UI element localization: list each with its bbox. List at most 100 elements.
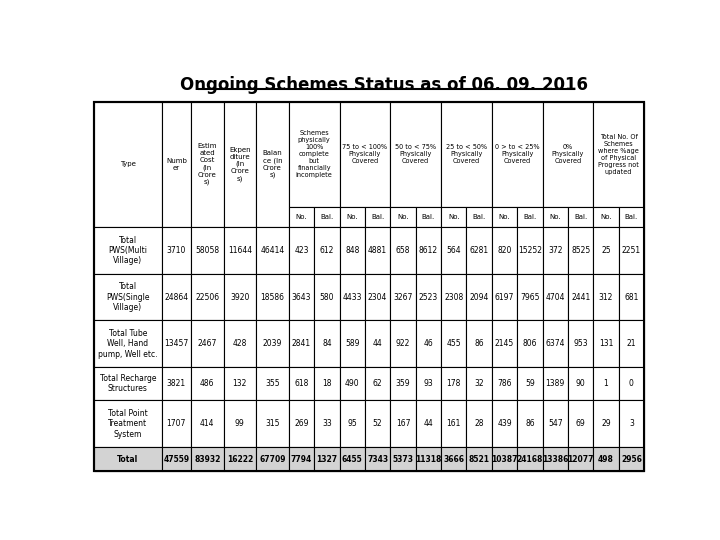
Text: 13457: 13457 xyxy=(164,339,189,348)
Bar xyxy=(543,207,568,227)
Bar xyxy=(162,274,191,320)
Bar xyxy=(162,400,191,447)
Text: 86: 86 xyxy=(525,419,535,428)
Bar xyxy=(191,447,223,471)
Text: 22506: 22506 xyxy=(195,293,220,302)
Bar xyxy=(289,367,314,400)
Bar xyxy=(517,274,543,320)
Bar xyxy=(191,320,223,367)
Bar xyxy=(415,400,441,447)
Bar xyxy=(314,320,340,367)
Text: 2308: 2308 xyxy=(444,293,464,302)
Bar xyxy=(543,102,593,207)
Bar xyxy=(467,367,492,400)
Bar xyxy=(593,400,618,447)
Text: 24168: 24168 xyxy=(517,455,543,464)
Text: 8612: 8612 xyxy=(419,246,438,255)
Text: 16222: 16222 xyxy=(227,455,253,464)
Text: 95: 95 xyxy=(347,419,357,428)
Bar xyxy=(441,367,467,400)
Bar xyxy=(365,320,390,367)
Bar xyxy=(441,274,467,320)
Text: 3821: 3821 xyxy=(167,379,186,388)
Bar xyxy=(543,227,568,274)
Bar xyxy=(543,367,568,400)
Text: 10387: 10387 xyxy=(491,455,518,464)
Text: 6455: 6455 xyxy=(342,455,363,464)
Text: 269: 269 xyxy=(294,419,309,428)
Text: 90: 90 xyxy=(576,379,585,388)
Text: 58058: 58058 xyxy=(195,246,220,255)
Bar xyxy=(256,102,289,227)
Bar xyxy=(467,207,492,227)
Text: 6374: 6374 xyxy=(546,339,565,348)
Bar xyxy=(593,447,618,471)
Text: 67709: 67709 xyxy=(259,455,286,464)
Text: 372: 372 xyxy=(548,246,562,255)
Bar xyxy=(365,447,390,471)
Bar xyxy=(467,447,492,471)
Text: 8525: 8525 xyxy=(571,246,590,255)
Text: 312: 312 xyxy=(599,293,613,302)
Text: 46414: 46414 xyxy=(261,246,284,255)
Bar xyxy=(593,367,618,400)
Text: Schemes
physically
100%
complete
but
financially
incomplete: Schemes physically 100% complete but fin… xyxy=(296,131,333,179)
Bar xyxy=(517,447,543,471)
Bar xyxy=(441,227,467,274)
Text: 47559: 47559 xyxy=(163,455,189,464)
Text: 25: 25 xyxy=(601,246,611,255)
Bar xyxy=(618,320,644,367)
Text: Total No. Of
Schemes
where %age
of Physical
Progress not
updated: Total No. Of Schemes where %age of Physi… xyxy=(598,134,639,175)
Text: Total
PWS(Single
Village): Total PWS(Single Village) xyxy=(106,282,150,312)
Text: 2304: 2304 xyxy=(368,293,387,302)
Bar xyxy=(593,274,618,320)
Text: Bal.: Bal. xyxy=(371,214,384,220)
Bar xyxy=(162,367,191,400)
Bar xyxy=(517,320,543,367)
Text: No.: No. xyxy=(296,214,307,220)
Bar xyxy=(256,320,289,367)
Bar xyxy=(492,320,517,367)
Bar xyxy=(94,274,162,320)
Text: 486: 486 xyxy=(200,379,215,388)
Bar xyxy=(441,400,467,447)
Bar xyxy=(191,400,223,447)
Text: 18: 18 xyxy=(322,379,332,388)
Bar xyxy=(390,227,415,274)
Text: 18586: 18586 xyxy=(261,293,284,302)
Bar xyxy=(593,227,618,274)
Text: Bal.: Bal. xyxy=(574,214,588,220)
Text: 44: 44 xyxy=(423,419,433,428)
Bar xyxy=(256,447,289,471)
Bar xyxy=(415,320,441,367)
Bar xyxy=(415,367,441,400)
Bar xyxy=(162,102,191,227)
Bar xyxy=(568,274,593,320)
Text: 589: 589 xyxy=(345,339,359,348)
Text: 75 to < 100%
Physically
Covered: 75 to < 100% Physically Covered xyxy=(342,145,387,165)
Text: Total Tube
Well, Hand
pump, Well etc.: Total Tube Well, Hand pump, Well etc. xyxy=(98,329,158,359)
Bar xyxy=(441,320,467,367)
Bar xyxy=(340,274,365,320)
Bar xyxy=(492,400,517,447)
Bar xyxy=(492,447,517,471)
Bar xyxy=(191,367,223,400)
Text: 1707: 1707 xyxy=(166,419,186,428)
Text: 15252: 15252 xyxy=(518,246,542,255)
Text: 428: 428 xyxy=(233,339,247,348)
Bar xyxy=(568,447,593,471)
Bar xyxy=(467,320,492,367)
Bar xyxy=(314,274,340,320)
Text: 84: 84 xyxy=(322,339,332,348)
Bar xyxy=(94,102,644,471)
Bar xyxy=(365,207,390,227)
Text: 580: 580 xyxy=(320,293,334,302)
Bar xyxy=(223,274,256,320)
Text: 3710: 3710 xyxy=(166,246,186,255)
Bar xyxy=(223,227,256,274)
Bar xyxy=(256,227,289,274)
Text: 52: 52 xyxy=(373,419,382,428)
Text: 132: 132 xyxy=(233,379,247,388)
Text: 4881: 4881 xyxy=(368,246,387,255)
Text: 953: 953 xyxy=(573,339,588,348)
